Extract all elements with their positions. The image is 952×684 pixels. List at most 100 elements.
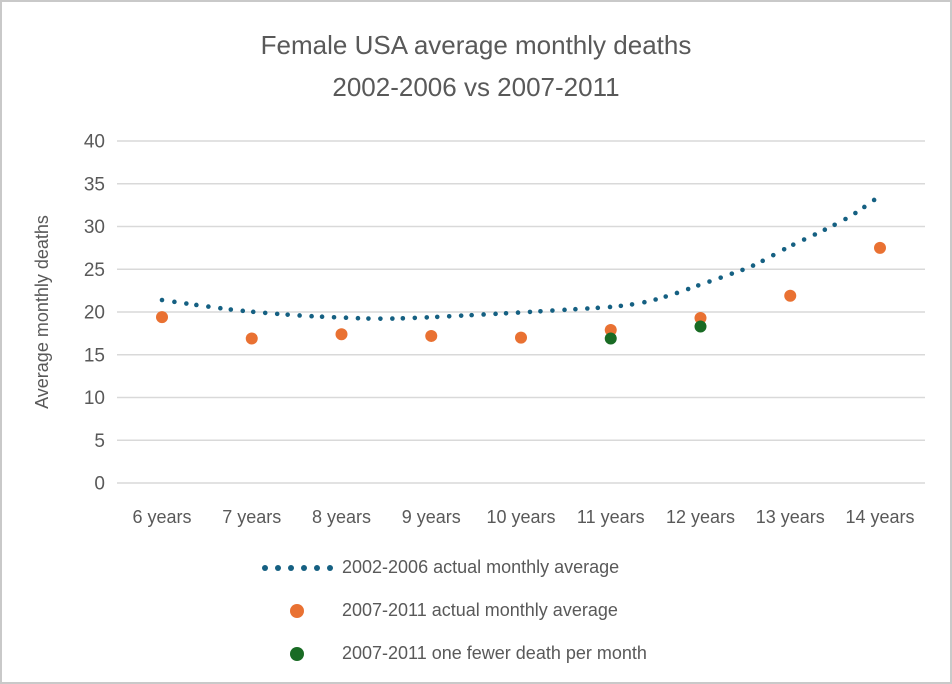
trend-curve-dot — [573, 306, 578, 312]
trend-curve-dot — [822, 227, 828, 233]
chart-title-line2: 2002-2006 vs 2007-2011 — [332, 72, 620, 102]
y-tick-label: 40 — [84, 132, 105, 153]
trend-curve-dot — [366, 316, 371, 321]
x-axis-label: 8 years — [312, 507, 371, 527]
trend-curve-dot — [550, 308, 555, 313]
data-point — [604, 323, 617, 336]
trend-curve-dot — [412, 315, 418, 321]
y-axis-title: Average monthly deaths — [32, 215, 52, 409]
trend-curve-dot — [285, 312, 290, 317]
data-point — [604, 332, 617, 345]
data-point — [245, 332, 258, 345]
trend-curve-dot — [653, 297, 658, 302]
trend-curve-dot — [750, 263, 756, 268]
trend-curve-dot — [707, 279, 712, 284]
trend-curve-dot — [527, 309, 533, 315]
trend-curve-dot — [446, 313, 452, 319]
trend-curve-dot — [729, 271, 735, 276]
trend-curve-dot — [871, 197, 877, 203]
trend-curve-dot — [674, 290, 680, 296]
trend-curve-dot — [297, 313, 302, 318]
trend-curve-dot — [424, 315, 430, 320]
trend-curve-dot — [390, 316, 395, 321]
trend-curve-dot — [618, 303, 624, 309]
trend-curve-dot — [832, 222, 837, 228]
trend-curve-dot — [206, 304, 211, 309]
trend-curve-dot — [770, 252, 776, 258]
y-tick-label: 20 — [84, 303, 105, 324]
trend-curve-dot — [607, 304, 613, 310]
trend-curve-dot — [481, 312, 486, 317]
data-point — [694, 311, 707, 324]
y-tick-label: 15 — [84, 345, 105, 366]
trend-curve-dot — [493, 311, 498, 317]
trend-curve-dot — [240, 308, 246, 314]
trend-curve-dot — [812, 232, 818, 237]
series-1 — [156, 241, 886, 345]
legend-label: 2007-2011 actual monthly average — [342, 600, 618, 620]
x-axis-label: 6 years — [132, 507, 191, 527]
chart-title-line1: Female USA average monthly deaths — [260, 30, 692, 60]
series-2 — [604, 320, 707, 345]
trend-curve-dot — [378, 316, 383, 321]
y-tick-label: 10 — [84, 388, 105, 409]
trend-curve-dot — [781, 247, 787, 252]
trend-curve-dot — [585, 306, 590, 311]
trend-curve-dot — [663, 294, 669, 299]
trend-curve-dot — [218, 305, 223, 311]
trend-curve-dot — [685, 286, 691, 292]
trend-curve-dot — [740, 267, 745, 273]
trend-curve-dot — [250, 309, 256, 315]
trend-curve-dot — [458, 313, 464, 318]
legend: 2002-2006 actual monthly average 2007-20… — [260, 546, 647, 675]
x-axis-label: 10 years — [486, 507, 555, 527]
data-point — [694, 320, 707, 333]
y-tick-label: 35 — [84, 174, 105, 195]
x-axis-label: 9 years — [402, 507, 461, 527]
data-point — [784, 289, 797, 302]
trend-curve-dot — [790, 242, 796, 247]
y-tick-label: 25 — [84, 260, 105, 281]
trend-curve-dot — [843, 216, 848, 222]
x-axis-labels: 6 years 7 years 8 years 9 years 10 years 11 y… — [132, 507, 914, 527]
legend-label: 2007-2011 one fewer death per month — [342, 643, 647, 663]
trend-curve-dot — [595, 305, 601, 311]
trend-curve-dot — [159, 297, 165, 303]
trend-curve-dot — [642, 299, 647, 305]
data-point — [335, 328, 348, 341]
legend-item-2007-2011-actual: 2007-2011 actual monthly average — [260, 589, 647, 632]
legend-label: 2002-2006 actual monthly average — [342, 557, 620, 577]
chart-title: Female USA average monthly deaths 2002-2… — [2, 24, 950, 108]
trend-curve-dot — [262, 310, 268, 316]
x-axis-label: 7 years — [222, 507, 281, 527]
data-point — [156, 311, 168, 324]
x-axis-label: 11 years — [577, 507, 645, 527]
gridlines — [117, 140, 925, 484]
trend-curve-dot — [562, 307, 567, 313]
trend-curve-dot — [862, 204, 867, 210]
trend-curve-dot — [400, 316, 406, 321]
orange-dot-marker-icon — [260, 603, 334, 618]
x-axis-label: 13 years — [756, 507, 825, 527]
trend-curve-dot — [695, 283, 701, 288]
trend-curve-dot — [434, 314, 440, 320]
trend-curve-dot — [309, 313, 314, 319]
trend-curve-dot — [194, 302, 199, 308]
trend-curve-dot — [319, 314, 325, 320]
trend-curve-dot — [760, 258, 765, 264]
dotted-line-marker-icon — [260, 564, 334, 571]
trend-curve-dot — [629, 302, 635, 307]
trend-curve-dot — [172, 299, 177, 305]
y-tick-label: 30 — [84, 217, 105, 238]
data-point — [515, 331, 527, 344]
legend-item-2007-2011-fewer: 2007-2011 one fewer death per month — [260, 632, 647, 675]
x-axis-label: 14 years — [845, 507, 914, 527]
y-tick-label: 5 — [94, 431, 105, 452]
trend-curve-dot — [515, 310, 521, 315]
trend-curve-dot — [274, 311, 280, 317]
data-point — [425, 329, 438, 342]
data-point — [874, 241, 886, 254]
y-tick-label: 0 — [94, 474, 105, 495]
